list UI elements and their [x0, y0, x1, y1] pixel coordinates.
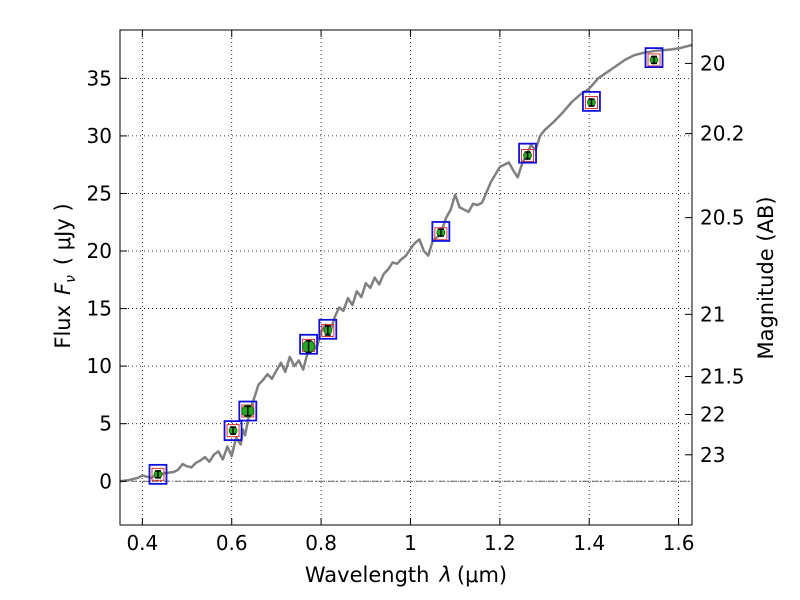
- x-tick-label: 0.4: [126, 531, 158, 555]
- y2-tick-label: 22: [700, 402, 725, 426]
- y-tick-label: 5: [99, 412, 112, 436]
- model-point-marker: [584, 96, 598, 110]
- photometry-markers: [148, 47, 664, 485]
- x-tick-label: 1.2: [484, 531, 516, 555]
- y-axis-ticks: 0 5 10 15 20 25 30 35: [87, 66, 127, 493]
- x-axis-ticks: 0.4 0.6 0.8 1 1.2 1.4 1.6: [126, 30, 695, 555]
- grid-lines: [120, 30, 692, 525]
- y2-tick-label: 21: [700, 302, 725, 326]
- y-axis-label: FluxFν( μJy ): [51, 203, 79, 348]
- plot-frame: [119, 29, 693, 526]
- y-tick-label: 20: [87, 239, 112, 263]
- model-point-marker: [647, 53, 661, 67]
- x-tick-label: 1.6: [663, 531, 695, 555]
- model-point-marker: [151, 467, 165, 481]
- y2-tick-label: 20.5: [700, 206, 745, 230]
- y2-tick-label: 23: [700, 443, 725, 467]
- y-tick-label: 10: [87, 354, 112, 378]
- model-point-marker: [321, 323, 335, 337]
- bandpass-box-marker: [238, 400, 258, 422]
- spectrum-series: [119, 43, 693, 483]
- y-tick-label: 25: [87, 181, 112, 205]
- y-tick-label: 30: [87, 124, 112, 148]
- bandpass-box-marker: [299, 333, 318, 355]
- bandpass-box-marker: [582, 90, 601, 112]
- model-point-marker: [226, 424, 240, 438]
- y-tick-label: 15: [87, 297, 112, 321]
- model-point-marker: [434, 227, 448, 241]
- y2-axis-label: Magnitude (AB): [754, 196, 778, 359]
- x-tick-label: 0.8: [305, 531, 337, 555]
- y2-axis-ticks: 20 20.2 20.5 21 21.5 22 23: [685, 51, 745, 467]
- y2-tick-label: 20.2: [700, 122, 745, 146]
- y-tick-label: 0: [99, 469, 112, 493]
- model-point-marker: [521, 148, 535, 162]
- x-tick-label: 0.6: [216, 531, 248, 555]
- bandpass-box-marker: [518, 142, 537, 164]
- bandpass-box-marker: [148, 463, 168, 485]
- spectrum-line: [119, 43, 693, 483]
- bandpass-box-marker: [223, 420, 243, 442]
- y2-tick-label: 21.5: [700, 365, 745, 389]
- bandpass-box-marker: [431, 221, 451, 242]
- x-tick-label: 1: [404, 531, 417, 555]
- y-tick-label: 35: [87, 66, 112, 90]
- y2-tick-label: 20: [700, 51, 725, 75]
- bandpass-box-marker: [644, 47, 664, 69]
- bandpass-box-marker: [318, 318, 338, 340]
- x-axis-label: Wavelength λ (μm): [305, 563, 507, 587]
- x-tick-label: 1.4: [573, 531, 605, 555]
